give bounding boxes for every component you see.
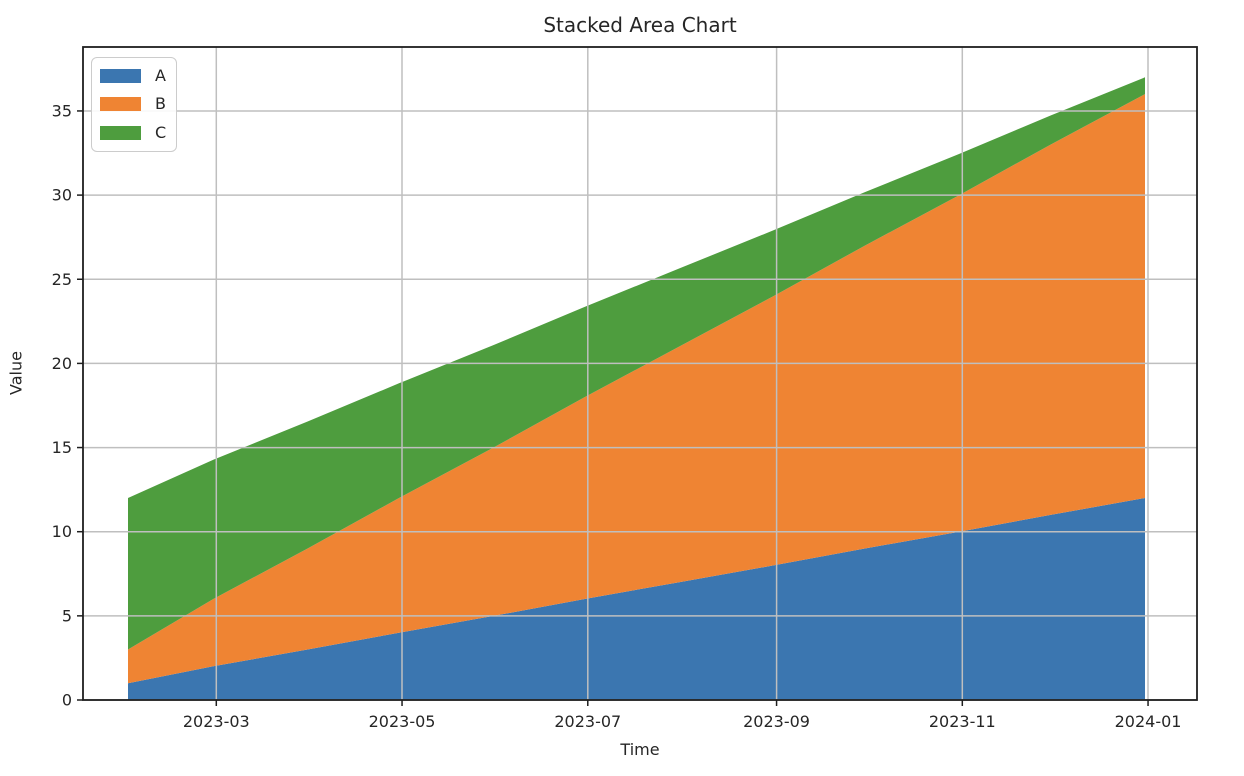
- x-tick-label: 2023-03: [183, 712, 250, 731]
- legend-swatch-A: [100, 69, 141, 84]
- legend-item-C: C: [100, 122, 168, 142]
- legend-item-A: A: [100, 68, 168, 84]
- legend-swatch-B: [100, 97, 141, 112]
- chart-title: Stacked Area Chart: [543, 13, 737, 37]
- legend-item-B: B: [100, 96, 168, 112]
- y-tick-label: 15: [52, 438, 72, 457]
- legend-label: C: [155, 122, 167, 142]
- y-axis-label: Value: [6, 351, 26, 395]
- axes-spines: [82, 46, 1198, 701]
- legend-swatch-C: [100, 125, 141, 140]
- y-tick-label: 25: [52, 270, 72, 289]
- legend-label: A: [155, 66, 166, 86]
- x-axis-label: Time: [620, 740, 660, 759]
- legend-label: B: [155, 94, 166, 114]
- y-tick-label: 20: [52, 354, 72, 373]
- y-tick-label: 30: [52, 186, 72, 205]
- y-tick-label: 5: [62, 606, 72, 625]
- area-series-A: [128, 498, 1145, 700]
- area-series-B: [128, 94, 1145, 684]
- y-tick-label: 35: [52, 101, 72, 120]
- x-tick-label: 2023-11: [929, 712, 996, 731]
- y-tick-label: 0: [62, 691, 72, 710]
- x-tick-label: 2023-05: [369, 712, 436, 731]
- x-tick-label: 2024-01: [1115, 712, 1182, 731]
- y-tick-label: 10: [52, 522, 72, 541]
- x-tick-label: 2023-07: [554, 712, 621, 731]
- x-tick-label: 2023-09: [743, 712, 810, 731]
